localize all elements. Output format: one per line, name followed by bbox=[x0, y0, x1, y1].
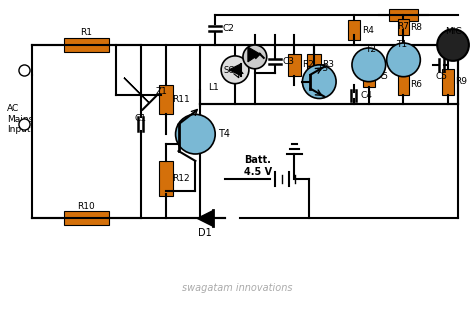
Text: SCR: SCR bbox=[224, 66, 241, 75]
FancyBboxPatch shape bbox=[159, 161, 173, 196]
Polygon shape bbox=[229, 64, 241, 76]
Circle shape bbox=[221, 56, 249, 84]
Text: T1: T1 bbox=[396, 40, 407, 49]
Text: R5: R5 bbox=[376, 72, 388, 81]
Polygon shape bbox=[248, 47, 260, 62]
Text: C1: C1 bbox=[135, 114, 147, 123]
Text: C3: C3 bbox=[283, 57, 294, 66]
Text: T3: T3 bbox=[317, 64, 328, 73]
Text: R8: R8 bbox=[410, 23, 422, 32]
Polygon shape bbox=[124, 78, 149, 103]
Circle shape bbox=[387, 43, 420, 77]
FancyBboxPatch shape bbox=[288, 54, 301, 76]
Circle shape bbox=[302, 65, 336, 99]
FancyBboxPatch shape bbox=[159, 85, 173, 114]
FancyBboxPatch shape bbox=[363, 67, 375, 87]
Text: AC
Mains
Input: AC Mains Input bbox=[7, 104, 33, 134]
Text: L1: L1 bbox=[209, 83, 219, 92]
Polygon shape bbox=[197, 210, 213, 226]
Text: R10: R10 bbox=[77, 202, 95, 211]
Text: C5: C5 bbox=[435, 72, 447, 81]
Circle shape bbox=[437, 29, 469, 61]
Text: R2: R2 bbox=[302, 60, 314, 69]
Text: R9: R9 bbox=[455, 77, 467, 86]
Text: C2: C2 bbox=[222, 24, 234, 33]
Text: R7: R7 bbox=[398, 22, 410, 31]
FancyBboxPatch shape bbox=[398, 19, 410, 35]
Circle shape bbox=[243, 45, 267, 69]
FancyBboxPatch shape bbox=[64, 38, 109, 52]
Circle shape bbox=[175, 114, 215, 154]
FancyBboxPatch shape bbox=[307, 54, 321, 76]
FancyBboxPatch shape bbox=[64, 211, 109, 225]
Text: Batt.
4.5 V: Batt. 4.5 V bbox=[244, 155, 272, 177]
Text: swagatam innovations: swagatam innovations bbox=[182, 283, 292, 293]
Text: D1: D1 bbox=[199, 228, 212, 238]
Text: R4: R4 bbox=[362, 26, 374, 35]
Circle shape bbox=[352, 48, 386, 82]
Text: C4: C4 bbox=[361, 91, 373, 100]
Text: R12: R12 bbox=[173, 174, 190, 183]
Text: T2: T2 bbox=[365, 45, 376, 54]
Text: R3: R3 bbox=[322, 60, 334, 69]
FancyBboxPatch shape bbox=[442, 69, 454, 95]
Text: R11: R11 bbox=[173, 95, 191, 104]
Text: MIC: MIC bbox=[445, 27, 461, 36]
FancyBboxPatch shape bbox=[398, 75, 410, 95]
Text: R1: R1 bbox=[81, 28, 92, 37]
FancyBboxPatch shape bbox=[389, 9, 419, 21]
Text: Z1: Z1 bbox=[156, 87, 168, 96]
Text: T4: T4 bbox=[218, 129, 230, 139]
Text: R6: R6 bbox=[410, 80, 422, 89]
FancyBboxPatch shape bbox=[348, 20, 360, 40]
